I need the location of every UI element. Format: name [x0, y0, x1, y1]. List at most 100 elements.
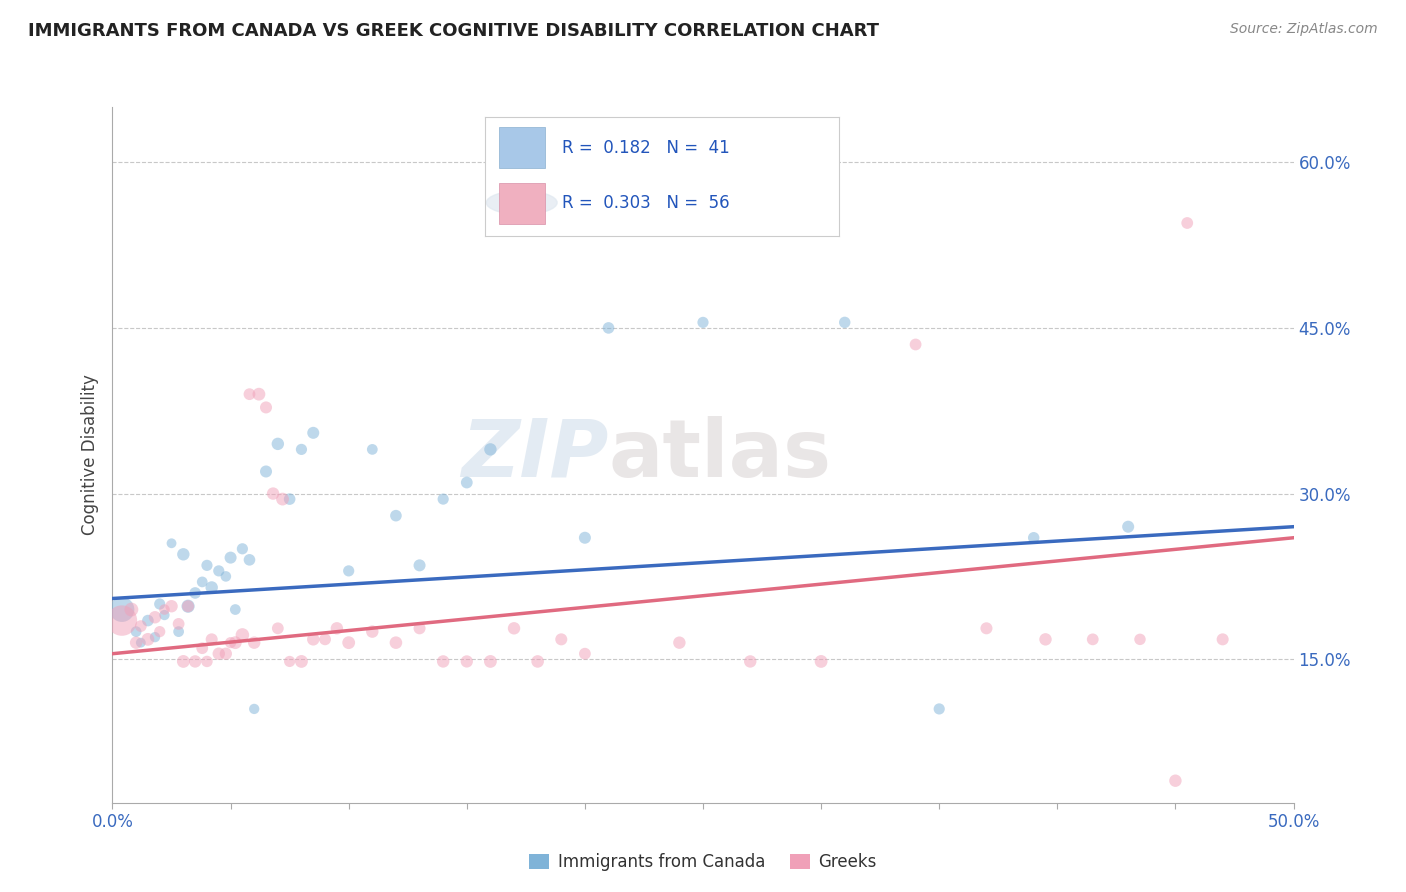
- Point: [247, 387, 270, 401]
- Point: [928, 702, 950, 716]
- Point: [479, 442, 502, 457]
- Point: [219, 635, 242, 649]
- Point: [810, 655, 832, 669]
- Point: [149, 624, 172, 639]
- Point: [550, 632, 572, 647]
- Point: [184, 655, 207, 669]
- Point: [143, 610, 166, 624]
- Point: [224, 635, 246, 649]
- Point: [976, 621, 998, 635]
- Point: [195, 558, 218, 573]
- Point: [740, 655, 762, 669]
- Point: [408, 621, 430, 635]
- Point: [172, 547, 194, 561]
- Point: [904, 337, 927, 351]
- Point: [191, 641, 214, 656]
- Point: [219, 550, 242, 565]
- Point: [153, 602, 176, 616]
- Point: [160, 599, 183, 614]
- Point: [167, 624, 190, 639]
- Point: [177, 599, 200, 614]
- Point: [136, 614, 159, 628]
- Point: [1212, 632, 1234, 647]
- Point: [149, 597, 172, 611]
- Point: [215, 647, 238, 661]
- Point: [153, 608, 176, 623]
- Point: [267, 621, 290, 635]
- Point: [129, 635, 152, 649]
- Point: [668, 635, 690, 649]
- Point: [1129, 632, 1152, 647]
- Point: [314, 632, 336, 647]
- Text: IMMIGRANTS FROM CANADA VS GREEK COGNITIVE DISABILITY CORRELATION CHART: IMMIGRANTS FROM CANADA VS GREEK COGNITIV…: [28, 22, 879, 40]
- Point: [1022, 531, 1045, 545]
- Point: [267, 437, 290, 451]
- Point: [224, 602, 246, 616]
- Point: [167, 616, 190, 631]
- Point: [262, 486, 284, 500]
- Point: [432, 492, 454, 507]
- Point: [278, 655, 301, 669]
- Point: [243, 635, 266, 649]
- Point: [456, 655, 478, 669]
- Point: [143, 630, 166, 644]
- Point: [598, 321, 620, 335]
- Point: [456, 475, 478, 490]
- Point: [125, 635, 148, 649]
- Point: [1081, 632, 1104, 647]
- Point: [208, 647, 231, 661]
- Point: [238, 553, 260, 567]
- Point: [385, 635, 408, 649]
- Point: [432, 655, 454, 669]
- Point: [184, 586, 207, 600]
- Y-axis label: Cognitive Disability: Cognitive Disability: [80, 375, 98, 535]
- Point: [692, 315, 714, 329]
- Point: [111, 602, 134, 616]
- Point: [208, 564, 231, 578]
- Point: [302, 425, 325, 440]
- Point: [337, 564, 360, 578]
- Text: atlas: atlas: [609, 416, 831, 494]
- Point: [231, 628, 253, 642]
- Legend: Immigrants from Canada, Greeks: Immigrants from Canada, Greeks: [523, 847, 883, 878]
- Point: [526, 655, 548, 669]
- Point: [834, 315, 856, 329]
- Text: ZIP: ZIP: [461, 416, 609, 494]
- Point: [385, 508, 408, 523]
- Point: [177, 599, 200, 614]
- Point: [215, 569, 238, 583]
- Point: [408, 558, 430, 573]
- Point: [290, 655, 312, 669]
- Point: [1116, 519, 1139, 533]
- Point: [254, 465, 277, 479]
- Point: [129, 619, 152, 633]
- Point: [231, 541, 253, 556]
- Point: [574, 647, 596, 661]
- Point: [337, 635, 360, 649]
- Point: [271, 492, 294, 507]
- Point: [201, 632, 224, 647]
- Point: [361, 624, 384, 639]
- Point: [278, 492, 301, 507]
- Point: [290, 442, 312, 457]
- Point: [111, 614, 134, 628]
- Point: [1175, 216, 1198, 230]
- Point: [243, 702, 266, 716]
- Point: [238, 387, 260, 401]
- Point: [361, 442, 384, 457]
- Point: [191, 574, 214, 589]
- Point: [503, 621, 526, 635]
- Text: Source: ZipAtlas.com: Source: ZipAtlas.com: [1230, 22, 1378, 37]
- Point: [195, 655, 218, 669]
- Point: [1035, 632, 1057, 647]
- Point: [136, 632, 159, 647]
- Point: [574, 531, 596, 545]
- Point: [125, 624, 148, 639]
- Point: [479, 655, 502, 669]
- Point: [120, 602, 142, 616]
- Point: [302, 632, 325, 647]
- Point: [172, 655, 194, 669]
- Point: [254, 401, 277, 415]
- Point: [201, 581, 224, 595]
- Point: [1164, 773, 1187, 788]
